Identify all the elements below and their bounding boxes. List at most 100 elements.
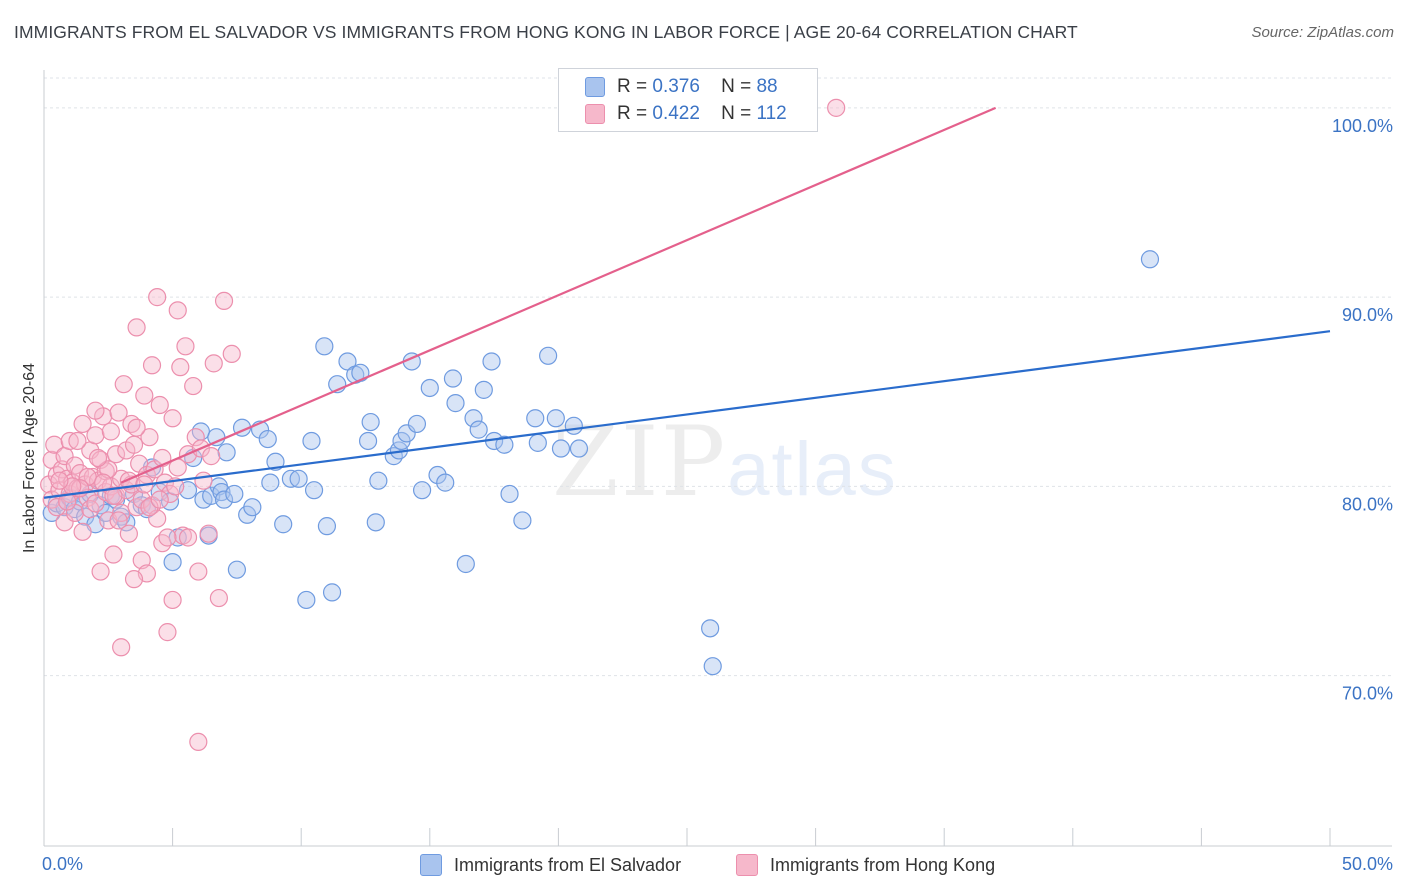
- x-tick-label: 50.0%: [1342, 854, 1393, 874]
- data-point-pink: [150, 395, 169, 415]
- data-point-pink: [81, 500, 100, 519]
- data-point-blue: [474, 380, 493, 399]
- data-point-blue: [366, 513, 385, 532]
- bottom-legend-label: Immigrants from El Salvador: [454, 854, 682, 875]
- data-point-blue: [539, 346, 558, 365]
- data-point-blue: [315, 337, 334, 356]
- data-point-blue: [214, 490, 234, 509]
- data-point-pink: [214, 291, 234, 311]
- data-point-blue: [500, 484, 519, 504]
- bottom-legend-hong-kong: Immigrants from Hong Kong: [736, 852, 995, 878]
- data-point-blue: [412, 481, 432, 500]
- data-point-blue: [443, 369, 463, 388]
- data-point-blue: [428, 465, 447, 485]
- legend-n-label: N =: [721, 103, 752, 124]
- data-point-pink: [199, 524, 218, 543]
- legend-r-value: 0.376: [652, 76, 700, 97]
- data-point-blue: [701, 619, 720, 638]
- data-point-pink: [209, 588, 228, 608]
- data-point-pink: [132, 490, 151, 509]
- data-point-pink: [127, 318, 146, 337]
- legend-row-hong-kong: R = 0.422 N = 112: [585, 102, 787, 126]
- bottom-legend-swatch-pink: [736, 854, 758, 876]
- data-point-pink: [86, 401, 105, 420]
- data-point-pink: [124, 435, 144, 454]
- data-point-pink: [109, 511, 128, 530]
- data-point-pink: [86, 494, 105, 513]
- y-axis-label: In Labor Force | Age 20-64: [21, 363, 38, 553]
- data-point-pink: [148, 288, 167, 307]
- y-tick-label: 100.0%: [1332, 116, 1393, 136]
- data-point-blue: [207, 428, 226, 447]
- data-point-blue: [351, 363, 370, 382]
- data-point-pink: [112, 638, 131, 657]
- bottom-legend-el-salvador: Immigrants from El Salvador: [420, 852, 681, 878]
- legend-n-value: 88: [756, 76, 778, 97]
- data-point-pink: [101, 422, 120, 441]
- data-point-blue: [482, 352, 501, 371]
- data-point-blue: [469, 420, 488, 439]
- data-point-pink: [158, 528, 177, 547]
- data-point-pink: [140, 498, 159, 517]
- legend-r-label: R =: [617, 76, 648, 97]
- bottom-legend-label: Immigrants from Hong Kong: [770, 854, 996, 875]
- data-point-blue: [436, 473, 455, 492]
- data-point-pink: [135, 386, 154, 405]
- data-point-pink: [124, 570, 144, 589]
- data-point-pink: [50, 471, 69, 490]
- data-point-pink: [194, 471, 213, 490]
- data-point-blue: [317, 517, 337, 536]
- legend-r-label: R =: [617, 103, 648, 124]
- data-point-pink: [114, 375, 133, 394]
- data-point-blue: [526, 409, 545, 428]
- data-point-pink: [186, 428, 205, 447]
- data-point-blue: [261, 473, 280, 492]
- data-point-pink: [189, 732, 208, 752]
- data-point-pink: [119, 524, 138, 543]
- data-point-pink: [202, 447, 221, 466]
- data-point-blue: [322, 583, 342, 602]
- data-point-blue: [1140, 250, 1160, 269]
- data-point-pink: [91, 562, 110, 581]
- data-point-blue: [243, 498, 262, 517]
- data-point-blue: [358, 431, 378, 451]
- data-point-pink: [153, 534, 172, 553]
- data-point-blue: [464, 409, 483, 428]
- data-point-blue: [446, 394, 465, 413]
- data-point-blue: [281, 469, 301, 488]
- data-point-blue: [513, 511, 532, 530]
- data-point-pink: [171, 358, 190, 377]
- data-point-pink: [45, 435, 64, 454]
- data-point-pink: [73, 522, 92, 541]
- data-point-blue: [369, 471, 388, 490]
- data-point-pink: [60, 431, 79, 451]
- data-point-pink: [40, 475, 59, 494]
- data-point-pink: [140, 428, 159, 447]
- data-point-blue: [569, 439, 589, 458]
- legend-n-value: 112: [756, 103, 787, 124]
- data-point-blue: [274, 515, 293, 534]
- data-point-blue: [217, 443, 236, 462]
- data-point-blue: [551, 439, 571, 458]
- watermark-atlas: atlas: [727, 427, 898, 512]
- y-tick-label: 80.0%: [1342, 494, 1393, 514]
- data-point-blue: [528, 433, 547, 452]
- data-point-blue: [302, 431, 321, 451]
- legend-swatch-blue: [585, 77, 605, 97]
- y-tick-label: 70.0%: [1342, 684, 1393, 704]
- data-point-blue: [420, 378, 439, 398]
- trend-line-pink: [120, 106, 997, 484]
- x-tick-label: 0.0%: [42, 854, 83, 874]
- data-point-pink: [222, 344, 241, 364]
- data-point-blue: [703, 657, 722, 676]
- trend-line-blue: [43, 330, 1331, 499]
- data-point-pink: [178, 528, 198, 547]
- data-point-blue: [227, 560, 246, 579]
- data-point-pink: [109, 403, 128, 422]
- source-label: Source: ZipAtlas.com: [1251, 24, 1394, 41]
- watermark-zip: ZIP: [552, 406, 728, 518]
- legend-swatch-pink: [585, 104, 605, 124]
- data-point-blue: [297, 590, 316, 610]
- data-point-pink: [184, 376, 203, 396]
